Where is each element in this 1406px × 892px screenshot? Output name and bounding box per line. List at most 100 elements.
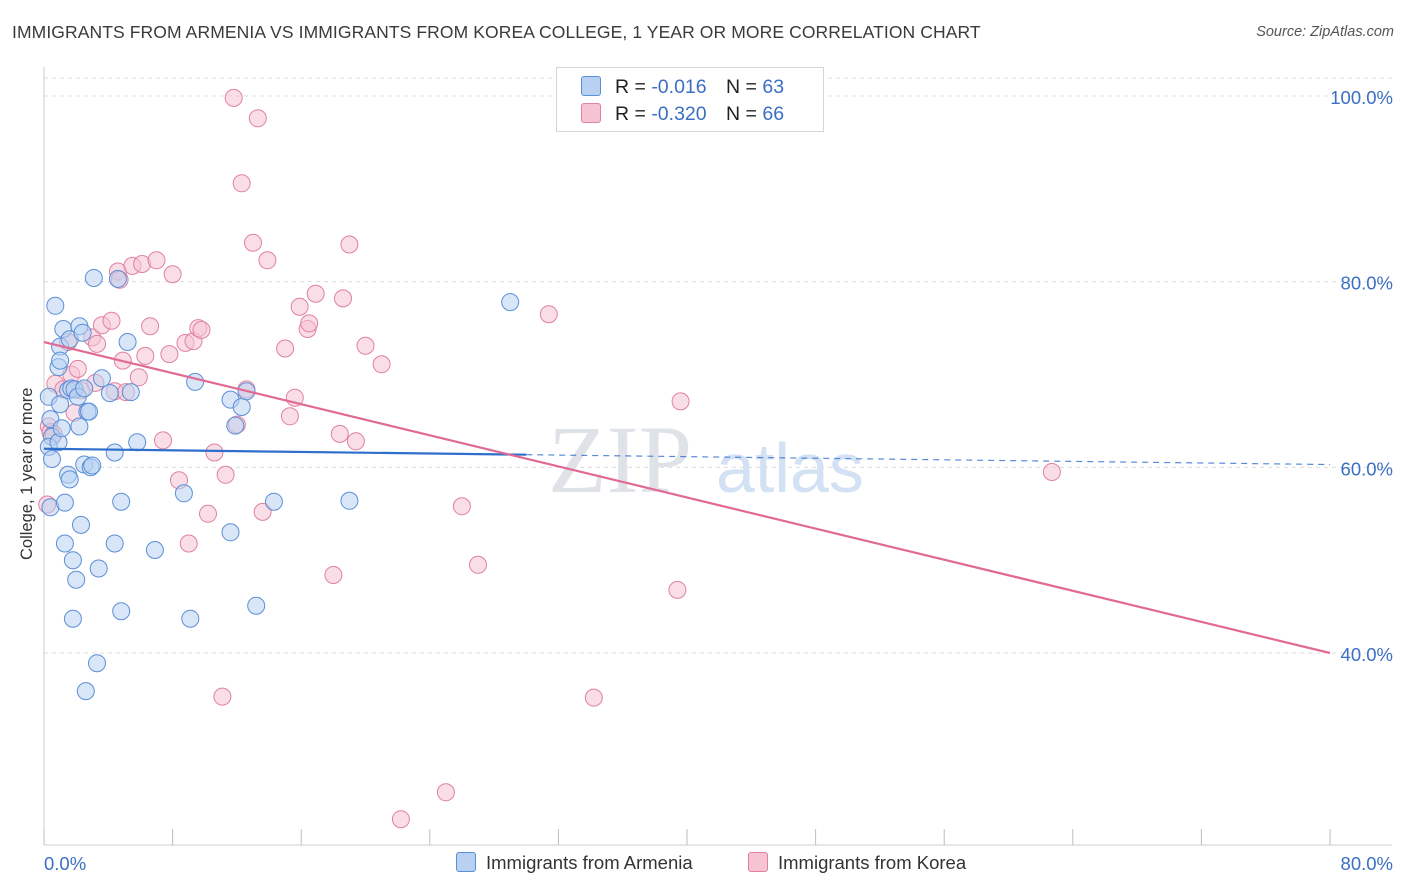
armenia-point <box>89 559 108 578</box>
armenia-point <box>80 402 98 421</box>
x-tick-label: 0.0% <box>44 853 86 874</box>
korea-point <box>141 317 160 336</box>
armenia-point <box>43 450 61 468</box>
korea-point <box>372 355 391 374</box>
armenia-point <box>145 541 164 559</box>
korea-point <box>539 305 558 324</box>
y-tick-label: 60.0% <box>1341 458 1393 479</box>
armenia-point <box>264 492 283 511</box>
korea-point <box>290 297 309 316</box>
watermark-atlas: atlas <box>716 429 864 507</box>
korea-point <box>244 233 262 252</box>
armenia-point <box>105 534 124 553</box>
armenia-point <box>100 384 119 403</box>
armenia-point <box>60 470 79 489</box>
korea-r-value: -0.320 <box>651 103 707 125</box>
armenia-point <box>340 491 359 510</box>
korea-point <box>179 534 198 553</box>
armenia-swatch <box>581 76 601 96</box>
armenia-legend-swatch <box>456 852 476 872</box>
y-tick-label: 40.0% <box>1341 644 1393 665</box>
korea-point <box>160 345 179 364</box>
korea-legend-label: Immigrants from Korea <box>778 852 967 873</box>
armenia-point <box>247 596 266 615</box>
korea-point <box>205 443 224 462</box>
armenia-point <box>75 379 94 398</box>
armenia-point <box>83 456 102 475</box>
korea-point <box>258 251 277 270</box>
korea-point <box>163 265 182 284</box>
armenia-point <box>121 383 140 402</box>
korea-point <box>248 109 267 128</box>
legend-n-label: N = <box>726 103 757 125</box>
legend-n-label: N = <box>726 76 757 98</box>
y-tick-label: 100.0% <box>1330 87 1393 108</box>
armenia-point <box>51 351 70 370</box>
tick-labels: 40.0% 60.0% 80.0% 100.0% 0.0% 80.0% <box>44 87 1393 874</box>
korea-point <box>253 502 272 521</box>
armenia-point <box>501 293 520 312</box>
legend-r-label: R = <box>615 76 646 98</box>
korea-swatch <box>581 103 601 123</box>
korea-point <box>668 580 687 599</box>
korea-point <box>334 289 352 308</box>
chart-title: IMMIGRANTS FROM ARMENIA VS IMMIGRANTS FR… <box>12 22 981 42</box>
watermark: ZIP atlas <box>548 406 864 513</box>
korea-trend-line <box>43 340 1331 655</box>
legend-row-armenia: R = -0.016 N = 63 <box>581 76 784 99</box>
armenia-point <box>128 433 147 452</box>
korea-point <box>436 783 455 802</box>
armenia-point <box>181 609 200 628</box>
armenia-point <box>118 333 137 351</box>
armenia-point <box>232 398 251 416</box>
armenia-point <box>52 419 71 438</box>
armenia-point <box>72 515 90 534</box>
korea-point <box>391 810 410 829</box>
armenia-point <box>174 484 193 503</box>
correlation-legend: R = -0.016 N = 63 R = -0.320 N = 66 <box>556 67 824 132</box>
korea-point <box>147 251 166 270</box>
armenia-r-value: -0.016 <box>651 76 707 98</box>
korea-point <box>280 407 299 426</box>
armenia-point <box>92 369 111 388</box>
korea-point <box>154 431 172 450</box>
korea-point <box>584 688 603 707</box>
korea-point <box>300 314 319 333</box>
korea-point <box>306 284 325 303</box>
korea-point <box>452 497 471 516</box>
korea-point <box>346 432 365 451</box>
korea-n-value: 66 <box>762 103 785 125</box>
korea-point <box>324 566 343 584</box>
armenia-point <box>88 654 106 673</box>
korea-point <box>224 88 243 107</box>
korea-point <box>213 687 232 706</box>
korea-point <box>192 320 211 339</box>
armenia-point <box>226 416 245 435</box>
korea-point <box>1042 463 1061 481</box>
armenia-point <box>51 395 70 414</box>
armenia-point <box>67 570 86 589</box>
armenia-point <box>221 523 240 542</box>
trend-lines <box>43 340 1331 655</box>
armenia-point <box>112 602 131 621</box>
korea-point <box>199 504 217 523</box>
armenia-point <box>112 492 131 511</box>
korea-point <box>671 392 690 411</box>
armenia-point <box>55 534 74 553</box>
armenia-point <box>108 269 127 288</box>
korea-legend-swatch <box>748 852 768 872</box>
korea-point <box>129 368 148 387</box>
korea-point <box>232 174 251 193</box>
watermark-zip: ZIP <box>548 406 692 513</box>
korea-point <box>136 346 155 365</box>
korea-point <box>102 311 121 330</box>
armenia-legend-label: Immigrants from Armenia <box>486 852 693 873</box>
korea-point <box>276 339 295 358</box>
armenia-point <box>105 443 124 462</box>
armenia-points <box>39 269 520 701</box>
source-note: Source: ZipAtlas.com <box>1256 24 1394 40</box>
armenia-trend-extension <box>526 454 1331 466</box>
y-axis-label: College, 1 year or more <box>18 387 36 560</box>
armenia-trend-line <box>43 447 527 456</box>
armenia-point <box>55 493 74 512</box>
